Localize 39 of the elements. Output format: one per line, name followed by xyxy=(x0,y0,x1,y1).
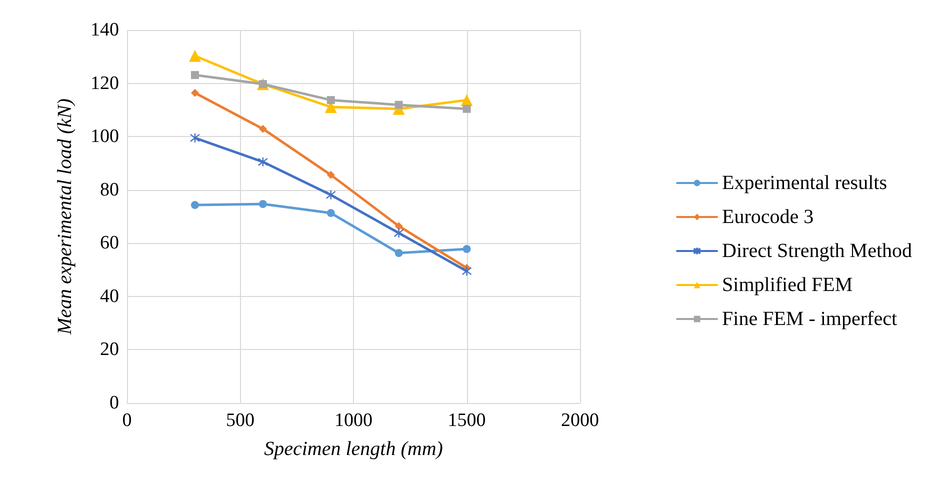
point xyxy=(190,201,199,210)
point xyxy=(326,209,335,218)
y-tick-label: 140 xyxy=(90,20,119,40)
point xyxy=(394,100,403,109)
point xyxy=(462,104,471,113)
x-tick-label: 500 xyxy=(226,410,254,431)
legend-label: Direct Strength Method xyxy=(722,240,912,262)
y-tick-label: 0 xyxy=(110,392,119,414)
legend-label: Experimental results xyxy=(722,172,888,194)
point xyxy=(394,249,403,257)
point xyxy=(394,228,404,238)
x-tick-label: 1500 xyxy=(448,410,486,431)
y-tick-label: 80 xyxy=(100,179,119,200)
legend-label: Eurocode 3 xyxy=(722,206,814,228)
point xyxy=(190,88,199,97)
y-tick-label: 120 xyxy=(90,72,119,94)
y-tick-label: 20 xyxy=(100,339,119,360)
point xyxy=(326,96,335,104)
y-tick-label: 40 xyxy=(100,286,119,307)
y-tick-label: 60 xyxy=(100,232,119,254)
point xyxy=(190,71,199,80)
x-axis-title: Specimen length (mm) xyxy=(264,438,444,460)
point xyxy=(188,50,201,62)
point xyxy=(258,156,268,167)
x-tick-label: 0 xyxy=(122,410,132,431)
legend-label: Fine FEM - imperfect xyxy=(722,308,898,330)
point xyxy=(258,124,267,133)
point xyxy=(462,245,471,253)
point xyxy=(394,222,403,230)
legend-label: Simplified FEM xyxy=(722,274,853,296)
x-tick-label: 1000 xyxy=(334,410,372,431)
point xyxy=(190,132,200,144)
point xyxy=(326,170,335,179)
x-tick-label: 2000 xyxy=(561,410,599,431)
point xyxy=(258,200,267,208)
point xyxy=(326,190,336,200)
y-axis-title: Mean experimental load (kN) xyxy=(54,98,76,336)
point xyxy=(462,266,472,276)
y-tick-label: 100 xyxy=(90,126,119,148)
